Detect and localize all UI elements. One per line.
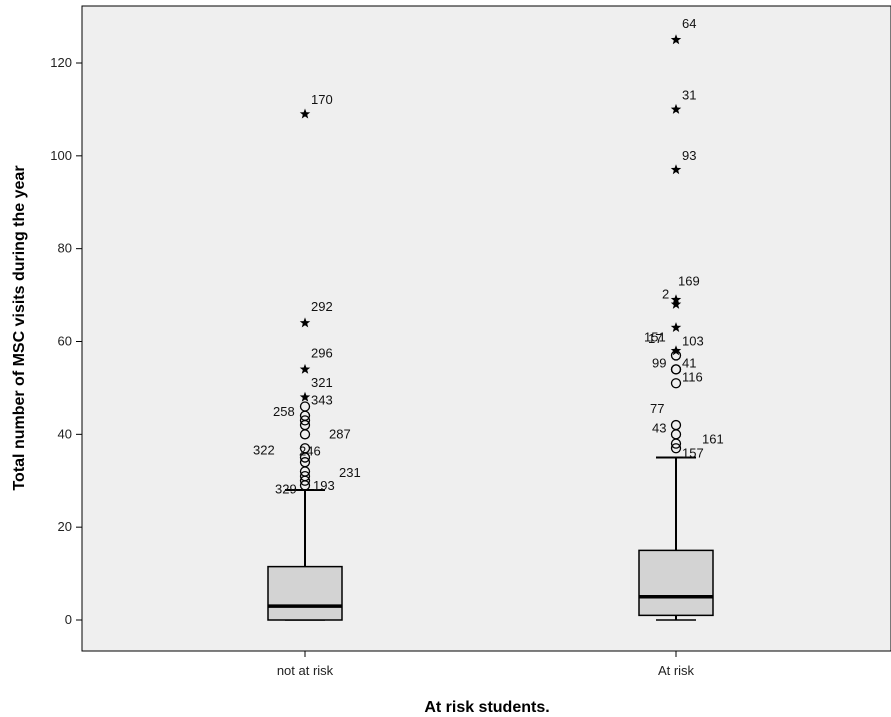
- outlier-label: 231: [339, 465, 361, 480]
- outlier-label: 116: [682, 369, 703, 384]
- extreme-star: [670, 103, 682, 114]
- outlier-circle: [299, 443, 311, 454]
- point-label-layer: 329 1932312463222872583433212962921701571…: [253, 16, 724, 497]
- box-iqr: [267, 565, 343, 621]
- outlier-label: 170: [311, 92, 333, 107]
- outlier-label: 287: [329, 426, 351, 441]
- outlier-circle: [670, 419, 682, 431]
- outlier-label: 99: [652, 355, 666, 370]
- outlier-circle: [670, 364, 682, 375]
- outlier-label: 292: [311, 299, 333, 314]
- extreme-star: [670, 345, 682, 356]
- outlier-label: 64: [682, 16, 696, 31]
- x-axis-title: At risk students.: [424, 699, 549, 716]
- outlier-label: 329: [275, 481, 297, 496]
- outlier-circle: [299, 415, 311, 426]
- outlier-label: 103: [682, 333, 704, 348]
- outlier-label: 322: [253, 442, 275, 457]
- extreme-star: [670, 164, 682, 175]
- outlier-label: 296: [311, 345, 333, 360]
- extreme-star: [670, 294, 682, 305]
- outlier-label: 43: [652, 420, 666, 435]
- outlier-circle: [299, 457, 311, 468]
- y-tick-label: 40: [58, 426, 72, 441]
- outlier-label: 321: [311, 375, 333, 390]
- outlier-label: 157: [682, 445, 704, 460]
- outlier-circle: [670, 378, 682, 389]
- x-tick-label: At risk: [658, 663, 695, 678]
- outlier-label: 161: [702, 432, 724, 447]
- y-tick-label: 100: [50, 148, 72, 163]
- extreme-star: [299, 363, 311, 374]
- y-tick-label: 60: [58, 334, 72, 349]
- extreme-star: [299, 391, 311, 402]
- extreme-star: [670, 322, 682, 333]
- outlier-label: 193: [313, 478, 335, 493]
- axis-layer: 0 20 40 60 80 100 120 not at risk At risk: [50, 55, 694, 678]
- outlier-label: 17: [648, 331, 662, 346]
- y-tick-label: 0: [65, 612, 72, 627]
- box-iqr: [638, 549, 714, 617]
- outlier-label: 93: [682, 148, 696, 163]
- y-axis-title: Total number of MSC visits during the ye…: [11, 165, 28, 490]
- outlier-label: 246: [299, 444, 321, 459]
- outlier-label: 169: [678, 274, 700, 289]
- outlier-circle: [299, 401, 311, 412]
- outlier-circle: [670, 443, 682, 454]
- outlier-label: 343: [311, 392, 333, 407]
- outlier-label: 31: [682, 87, 696, 102]
- plot-background: [81, 5, 891, 652]
- extreme-star: [299, 108, 311, 119]
- x-tick-label: not at risk: [277, 663, 334, 678]
- y-tick-label: 120: [50, 55, 72, 70]
- outlier-label: 258: [273, 404, 295, 419]
- extreme-star: [299, 317, 311, 328]
- outlier-label: 151: [644, 330, 666, 345]
- extreme-star: [670, 298, 682, 309]
- extreme-star: [670, 34, 682, 45]
- y-tick-label: 20: [58, 519, 72, 534]
- outlier-label: 2: [662, 286, 669, 301]
- outlier-label: 41: [682, 355, 696, 370]
- box-layer: [267, 456, 714, 621]
- outlier-label: 77: [650, 401, 664, 416]
- outlier-layer: [299, 34, 682, 491]
- outlier-circle: [299, 470, 311, 482]
- y-tick-label: 80: [58, 241, 72, 256]
